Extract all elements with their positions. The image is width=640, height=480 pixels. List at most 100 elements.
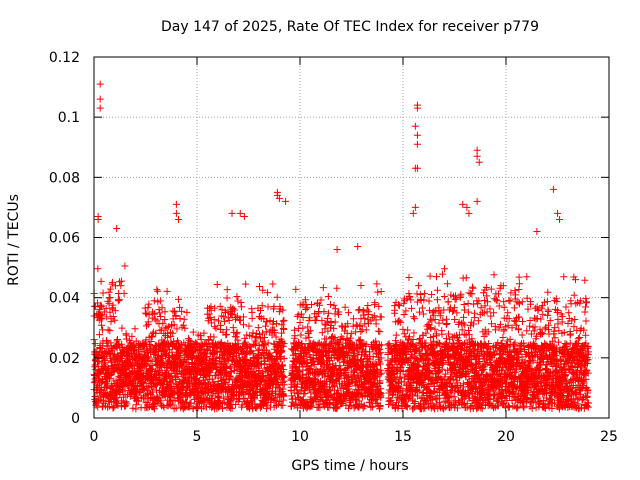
data-point [117,277,125,285]
data-point [400,311,408,319]
data-point [183,398,191,406]
data-point [107,318,115,326]
data-points [90,80,592,413]
data-point [229,324,237,332]
data-point [144,398,152,406]
data-point [144,304,152,312]
data-point [410,315,418,323]
data-point [349,315,357,323]
data-point [150,297,158,305]
data-point [279,401,287,409]
data-point [421,290,429,298]
data-point [223,286,231,294]
data-point [490,271,498,279]
data-point [308,301,316,309]
data-point [428,291,436,299]
data-point [292,285,300,293]
grid-lines [94,57,609,418]
data-point [167,379,175,387]
data-point [440,293,448,301]
data-point [185,336,193,344]
data-point [404,326,412,334]
data-point [94,383,102,391]
data-point [248,314,256,322]
data-point [193,384,201,392]
data-point [189,355,197,363]
data-point [156,312,164,320]
data-point [361,314,369,322]
data-point [238,303,246,311]
data-point [189,328,197,336]
data-point [216,302,224,310]
data-point [330,301,338,309]
data-point [150,310,158,318]
data-point [431,325,439,333]
data-point [415,282,423,290]
data-point [118,340,126,348]
data-point [431,316,439,324]
data-point [237,298,245,306]
data-point [374,288,382,296]
data-point [123,400,131,408]
data-point [242,280,250,288]
data-point [114,336,122,344]
data-point [161,308,169,316]
data-point [374,327,382,335]
data-point [357,281,365,289]
data-point [233,328,241,336]
data-point [312,316,320,324]
data-point [395,317,403,325]
data-point [477,304,485,312]
data-point [160,403,168,411]
data-point [369,403,377,411]
data-point [373,280,381,288]
data-point [109,301,117,309]
data-point [319,284,327,292]
data-point [98,385,106,393]
data-point [375,302,383,310]
data-point [194,404,202,412]
data-point [104,403,112,411]
data-point [248,308,256,316]
data-point [91,340,99,348]
data-point [142,322,150,330]
data-point [364,301,372,309]
data-point [105,299,113,307]
data-point [111,307,119,315]
data-point [163,287,171,295]
data-point [148,314,156,322]
data-point [183,308,191,316]
data-point [377,287,385,295]
data-point [315,309,323,317]
data-point [326,301,334,309]
data-point [367,402,375,410]
data-point [147,337,155,345]
data-point [523,294,531,302]
data-point [515,273,523,281]
data-point [189,405,197,413]
data-point [515,286,523,294]
data-point [156,309,164,317]
data-point [413,290,421,298]
data-point [305,333,313,341]
data-point [157,397,165,405]
data-point [518,331,526,339]
data-point [170,321,178,329]
data-point [116,278,124,286]
data-point [233,293,241,301]
data-point [108,346,116,354]
data-point [176,303,184,311]
data-point [419,310,427,318]
data-point [333,284,341,292]
data-point [178,307,186,315]
data-point [155,306,163,314]
data-point [182,359,190,367]
data-point [113,337,121,345]
data-point [179,321,187,329]
data-point [163,367,171,375]
data-point [118,354,126,362]
data-point [106,294,114,302]
data-point [122,330,130,338]
data-point [152,386,160,394]
data-point [106,285,114,293]
